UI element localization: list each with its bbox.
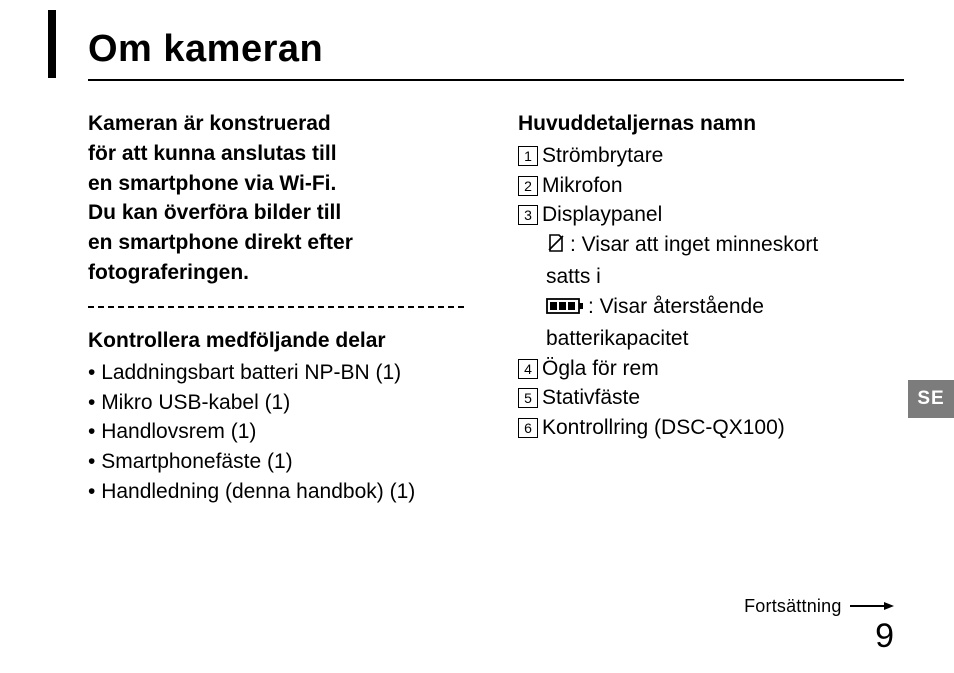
parts-subtext: : Visar återstående	[588, 295, 764, 318]
contents-item: Smartphonefäste (1)	[88, 447, 464, 477]
parts-item: 3Displaypanel	[518, 200, 894, 230]
contents-heading: Kontrollera medföljande delar	[88, 326, 464, 356]
parts-subitem: : Visar att inget minneskort	[546, 230, 894, 262]
parts-subitem: : Visar återstående	[546, 292, 894, 324]
boxed-number-icon: 4	[518, 359, 538, 379]
parts-list: 1Strömbrytare 2Mikrofon 3Displaypanel : …	[518, 141, 894, 443]
parts-subitem: batterikapacitet	[546, 324, 894, 354]
contents-item: Laddningsbart batteri NP-BN (1)	[88, 358, 464, 388]
dashed-divider	[88, 306, 464, 308]
arrow-right-icon	[850, 599, 894, 617]
page-footer: Fortsättning 9	[744, 596, 894, 653]
language-tab: SE	[908, 380, 954, 418]
contents-item: Handlovsrem (1)	[88, 417, 464, 447]
boxed-number-icon: 6	[518, 418, 538, 438]
continuation-indicator: Fortsättning	[744, 596, 894, 617]
intro-line: fotograferingen.	[88, 258, 464, 288]
page-number: 9	[744, 619, 894, 653]
contents-list: Laddningsbart batteri NP-BN (1) Mikro US…	[88, 358, 464, 507]
horizontal-rule	[88, 79, 904, 81]
boxed-number-icon: 1	[518, 146, 538, 166]
intro-line: Kameran är konstruerad	[88, 109, 464, 139]
right-column: Huvuddetaljernas namn 1Strömbrytare 2Mik…	[518, 109, 894, 507]
boxed-number-icon: 5	[518, 388, 538, 408]
content-columns: Kameran är konstruerad för att kunna ans…	[88, 109, 894, 507]
parts-label: Ögla för rem	[542, 357, 659, 380]
parts-item: 2Mikrofon	[518, 171, 894, 201]
continuation-label: Fortsättning	[744, 596, 841, 616]
parts-label: Stativfäste	[542, 386, 640, 409]
page-title: Om kameran	[88, 28, 894, 71]
manual-page: Om kameran Kameran är konstruerad för at…	[0, 0, 954, 673]
parts-heading: Huvuddetaljernas namn	[518, 109, 894, 139]
boxed-number-icon: 3	[518, 205, 538, 225]
intro-paragraph: Kameran är konstruerad för att kunna ans…	[88, 109, 464, 288]
vertical-rule	[48, 10, 56, 78]
intro-line: Du kan överföra bilder till	[88, 198, 464, 228]
parts-item: 4Ögla för rem	[518, 354, 894, 384]
battery-icon	[546, 294, 584, 324]
parts-subtext: : Visar att inget minneskort	[570, 233, 818, 256]
parts-subtext: batterikapacitet	[546, 327, 688, 350]
intro-line: en smartphone direkt efter	[88, 228, 464, 258]
contents-item: Handledning (denna handbok) (1)	[88, 477, 464, 507]
parts-item: 6Kontrollring (DSC-QX100)	[518, 413, 894, 443]
boxed-number-icon: 2	[518, 176, 538, 196]
parts-label: Kontrollring (DSC-QX100)	[542, 416, 785, 439]
parts-label: Displaypanel	[542, 203, 662, 226]
intro-line: för att kunna anslutas till	[88, 139, 464, 169]
parts-subtext: satts i	[546, 265, 601, 288]
left-column: Kameran är konstruerad för att kunna ans…	[88, 109, 464, 507]
parts-item: 5Stativfäste	[518, 383, 894, 413]
parts-item: 1Strömbrytare	[518, 141, 894, 171]
parts-label: Mikrofon	[542, 174, 623, 197]
parts-label: Strömbrytare	[542, 144, 663, 167]
contents-item: Mikro USB-kabel (1)	[88, 388, 464, 418]
parts-subitem: satts i	[546, 262, 894, 292]
memory-card-icon	[546, 232, 566, 262]
intro-line: en smartphone via Wi-Fi.	[88, 169, 464, 199]
title-block: Om kameran	[88, 28, 894, 81]
